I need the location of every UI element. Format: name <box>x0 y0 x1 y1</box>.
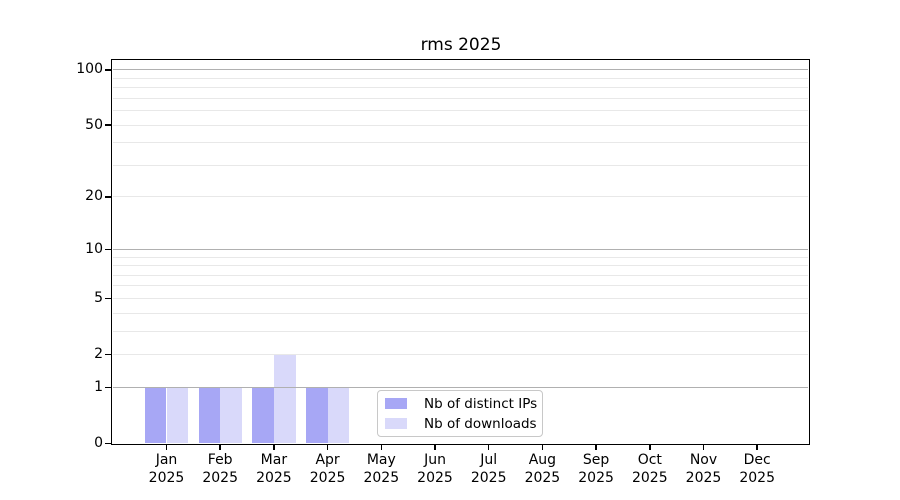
chart-title: rms 2025 <box>420 35 502 55</box>
bar <box>252 387 274 444</box>
x-tick-label: Sep 2025 <box>578 452 614 486</box>
gridline-minor <box>113 312 808 314</box>
x-tick <box>165 444 168 450</box>
y-tick-label: 5 <box>94 289 103 306</box>
gridline-major <box>113 69 808 71</box>
bar <box>144 387 167 444</box>
x-tick <box>434 444 436 450</box>
y-tick-label: 1 <box>94 378 103 395</box>
gridline-minor <box>113 110 808 112</box>
gridline-minor <box>113 77 808 79</box>
x-tick-label: Dec 2025 <box>739 452 775 486</box>
legend-label-downloads: Nb of downloads <box>424 415 537 432</box>
bar <box>327 387 350 444</box>
gridline-minor <box>113 164 808 166</box>
legend-item-downloads: Nb of downloads <box>385 416 542 432</box>
x-tick-label: Nov 2025 <box>685 452 722 486</box>
x-tick <box>219 444 221 450</box>
legend: Nb of distinct IPs Nb of downloads <box>377 390 543 437</box>
gridline-minor <box>113 297 808 299</box>
x-tick-label: Jan 2025 <box>148 452 185 486</box>
bar <box>198 387 221 444</box>
y-tick <box>105 386 111 389</box>
x-tick <box>756 444 758 450</box>
y-tick-label: 2 <box>94 346 103 363</box>
gridline-minor <box>113 274 808 276</box>
plot-area <box>111 58 810 445</box>
x-tick <box>702 444 705 450</box>
gridline-major <box>113 248 808 250</box>
x-tick <box>380 444 383 450</box>
legend-label-distinct-ips: Nb of distinct IPs <box>424 395 538 412</box>
x-tick-label: Mar 2025 <box>256 452 292 486</box>
x-tick <box>326 444 329 450</box>
gridline-minor <box>113 330 808 332</box>
y-tick-label: 0 <box>94 435 103 451</box>
y-tick-label: 50 <box>85 116 103 133</box>
legend-swatch-distinct-ips <box>385 398 407 409</box>
x-tick-label: Apr 2025 <box>309 452 346 486</box>
y-tick <box>105 297 111 300</box>
bar <box>166 387 189 444</box>
x-tick <box>649 444 651 450</box>
x-tick-label: Aug 2025 <box>524 452 561 486</box>
x-tick-label: Oct 2025 <box>631 452 668 486</box>
y-tick <box>105 69 111 71</box>
y-tick <box>105 124 111 126</box>
x-tick <box>595 444 597 450</box>
x-tick-label: May 2025 <box>363 452 400 486</box>
gridline-minor <box>113 196 808 198</box>
legend-swatch-downloads <box>385 418 407 429</box>
x-tick <box>273 444 275 450</box>
gridline-minor <box>113 354 808 356</box>
x-tick-label: Jul 2025 <box>470 452 507 486</box>
y-tick <box>105 248 111 251</box>
bar <box>220 387 242 444</box>
gridline-minor <box>113 256 808 258</box>
x-tick <box>487 444 490 450</box>
y-tick <box>105 353 111 356</box>
x-tick-label: Feb 2025 <box>202 452 238 486</box>
x-tick-label: Jun 2025 <box>417 452 453 486</box>
gridline-minor <box>113 124 808 126</box>
gridline-major <box>113 386 808 388</box>
gridline-minor <box>113 97 808 99</box>
bar <box>273 354 296 444</box>
gridline-minor <box>113 265 808 267</box>
gridline-minor <box>113 142 808 144</box>
gridline-minor <box>113 285 808 287</box>
y-tick-label: 20 <box>85 188 103 205</box>
y-tick <box>105 442 111 445</box>
x-tick <box>541 444 544 450</box>
y-tick <box>105 196 111 198</box>
bar <box>305 387 328 444</box>
legend-item-distinct-ips: Nb of distinct IPs <box>385 396 542 412</box>
y-tick-label: 10 <box>85 240 103 257</box>
gridline-minor <box>113 87 808 89</box>
y-tick-label: 100 <box>76 61 103 78</box>
